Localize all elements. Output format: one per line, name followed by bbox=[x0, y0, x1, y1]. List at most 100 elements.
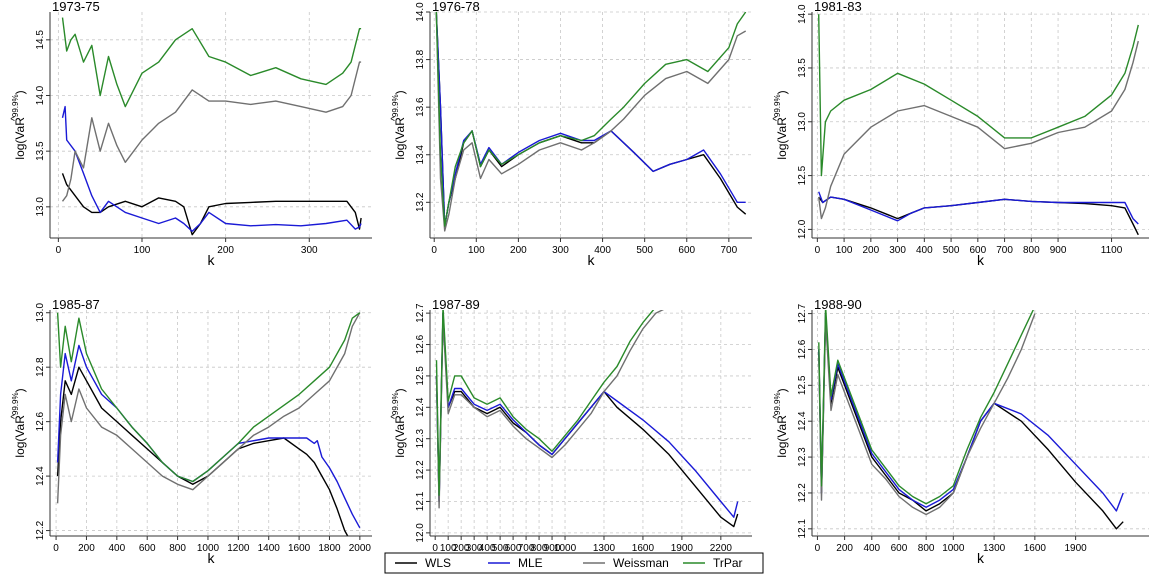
y-axis-label-hat: ^ bbox=[772, 414, 783, 419]
panel-title: 1981-83 bbox=[814, 0, 862, 14]
x-tick-label: 400 bbox=[916, 245, 933, 256]
x-tick-label: 400 bbox=[108, 543, 125, 554]
y-tick-label: 14.0 bbox=[415, 2, 426, 22]
x-tick-label: 1800 bbox=[318, 543, 341, 554]
x-tick-label: 800 bbox=[169, 543, 186, 554]
y-tick-label: 13.0 bbox=[797, 112, 808, 132]
y-tick-label: 12.2 bbox=[35, 520, 46, 540]
y-axis-label-close: ) bbox=[393, 388, 407, 392]
x-tick-label: 1300 bbox=[983, 543, 1006, 554]
y-tick-label: 12.4 bbox=[797, 411, 808, 431]
series-line-wls bbox=[435, 312, 739, 528]
y-tick-label: 12.4 bbox=[35, 466, 46, 486]
x-tick-label: 1900 bbox=[1064, 543, 1087, 554]
x-axis-label: k bbox=[208, 252, 216, 268]
x-tick-label: 1400 bbox=[258, 543, 281, 554]
series-line-wls bbox=[435, 12, 747, 227]
legend: WLS MLE Weissman TrPar bbox=[384, 552, 764, 574]
x-tick-label: 900 bbox=[1050, 245, 1067, 256]
x-tick-label: 0 bbox=[815, 245, 821, 256]
legend-entry-mle: MLE bbox=[488, 556, 543, 570]
x-tick-label: 1000 bbox=[942, 543, 965, 554]
y-axis-label-sub: 99.9% bbox=[11, 94, 20, 117]
series-line-trpar bbox=[435, 310, 655, 496]
legend-entry-trpar: TrPar bbox=[683, 556, 743, 570]
y-axis-label-close: ) bbox=[13, 388, 27, 392]
x-tick-label: 700 bbox=[996, 245, 1013, 256]
x-tick-label: 700 bbox=[518, 543, 535, 554]
series-line-trpar bbox=[818, 310, 1034, 505]
y-axis-label-sub: 99.9% bbox=[773, 94, 782, 117]
x-tick-label: 800 bbox=[918, 543, 935, 554]
chart-panel: 0 100 200 300 400 500 600 700 800 900 1100 12.0 12.5… bbox=[772, 0, 1149, 268]
x-tick-label: 300 bbox=[301, 245, 318, 256]
y-tick-label: 12.6 bbox=[415, 334, 426, 354]
y-tick-label: 14.5 bbox=[35, 30, 46, 50]
y-tick-label: 12.1 bbox=[415, 491, 426, 511]
x-tick-label: 800 bbox=[531, 543, 548, 554]
y-tick-label: 12.2 bbox=[415, 460, 426, 480]
y-tick-label: 12.3 bbox=[797, 447, 808, 467]
y-tick-label: 12.6 bbox=[35, 411, 46, 431]
x-tick-label: 500 bbox=[636, 245, 653, 256]
series-layer bbox=[435, 310, 739, 528]
series-layer bbox=[56, 312, 361, 536]
y-axis-label-sub: 99.9% bbox=[773, 392, 782, 415]
y-tick-label: 12.5 bbox=[797, 375, 808, 395]
series-line-mle bbox=[818, 312, 1124, 512]
y-tick-label: 13.5 bbox=[797, 58, 808, 78]
series-layer bbox=[61, 17, 362, 236]
x-axis-label: k bbox=[588, 252, 596, 268]
x-tick-label: 600 bbox=[505, 543, 522, 554]
y-axis-label-close: ) bbox=[13, 90, 27, 94]
y-tick-label: 13.6 bbox=[415, 97, 426, 117]
y-tick-label: 12.5 bbox=[415, 366, 426, 386]
series-line-mle bbox=[435, 312, 739, 518]
panel-title: 1973-75 bbox=[52, 0, 100, 14]
x-tick-label: 300 bbox=[466, 543, 483, 554]
panel-title: 1988-90 bbox=[814, 297, 862, 312]
x-axis-label: k bbox=[977, 550, 985, 566]
series-line-wls bbox=[61, 173, 362, 236]
y-tick-label: 13.4 bbox=[415, 145, 426, 165]
series-line-trpar bbox=[435, 12, 747, 227]
x-tick-label: 1300 bbox=[593, 543, 616, 554]
panel-title: 1987-89 bbox=[432, 297, 480, 312]
series-line-weissman bbox=[435, 12, 747, 232]
series-line-mle bbox=[435, 12, 746, 227]
y-tick-label: 12.1 bbox=[797, 519, 808, 539]
legend-label: WLS bbox=[425, 556, 451, 570]
x-tick-label: 200 bbox=[836, 543, 853, 554]
x-tick-label: 200 bbox=[217, 245, 234, 256]
x-axis-label: k bbox=[208, 550, 216, 566]
series-line-mle bbox=[61, 105, 362, 233]
series-line-mle bbox=[818, 191, 1139, 225]
x-tick-label: 1000 bbox=[197, 543, 220, 554]
x-tick-label: 300 bbox=[889, 245, 906, 256]
y-axis-label-hat: ^ bbox=[772, 116, 783, 121]
x-tick-label: 0 bbox=[53, 543, 59, 554]
x-tick-label: 1200 bbox=[227, 543, 250, 554]
y-axis-label-close: ) bbox=[775, 388, 789, 392]
series-line-weissman bbox=[818, 40, 1139, 220]
series-line-mle bbox=[56, 344, 361, 529]
x-tick-label: 100 bbox=[836, 245, 853, 256]
y-axis-label: log(VaR99.9%) bbox=[391, 90, 407, 159]
series-line-trpar bbox=[61, 17, 362, 108]
y-tick-label: 13.0 bbox=[35, 303, 46, 323]
x-tick-label: 0 bbox=[815, 543, 821, 554]
legend-entry-weissman: Weissman bbox=[583, 556, 669, 570]
y-axis-label-sub: 99.9% bbox=[391, 94, 400, 117]
y-tick-label: 12.7 bbox=[797, 303, 808, 323]
x-tick-label: 0 bbox=[431, 245, 437, 256]
series-line-trpar bbox=[56, 312, 361, 483]
y-tick-label: 12.8 bbox=[35, 357, 46, 377]
y-axis-label: log(VaR99.9%) bbox=[773, 388, 789, 457]
series-line-weissman bbox=[818, 313, 1036, 516]
y-axis-label-main: log(VaR bbox=[775, 415, 789, 458]
y-axis-label-hat: ^ bbox=[390, 116, 401, 121]
x-tick-label: 100 bbox=[468, 245, 485, 256]
y-tick-label: 12.5 bbox=[797, 165, 808, 185]
y-axis-label-main: log(VaR bbox=[775, 117, 789, 160]
